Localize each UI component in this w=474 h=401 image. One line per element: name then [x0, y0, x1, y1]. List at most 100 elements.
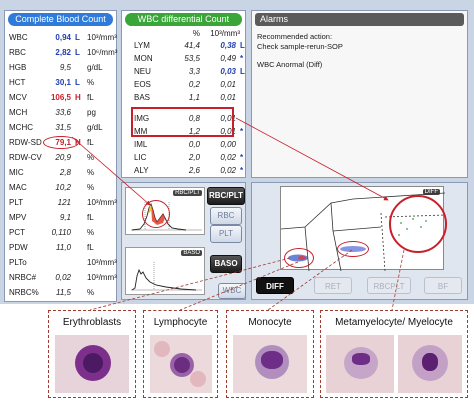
wbc-diff-abs: 0,02	[220, 153, 236, 162]
wbc-diff-flag: *	[240, 153, 244, 162]
alarm-line-3: WBC Anormal (Diff)	[257, 60, 323, 69]
wbc-diff-row: MON 53,5 0,49 *	[122, 52, 245, 65]
alarms-panel: Alarms Recommended action: Check sample-…	[251, 10, 468, 178]
lymphocyte-image	[150, 335, 212, 393]
cbc-param-name: HCT	[9, 78, 26, 87]
cbc-title: Complete Blood Count	[8, 13, 113, 26]
cbc-param-unit: 10³/mm³	[87, 273, 117, 282]
wbc-diff-flag: *	[240, 127, 244, 136]
cbc-param-unit: %	[87, 168, 95, 177]
cbc-param-name: RDW-SD	[9, 138, 42, 147]
wbc-diff-row: EOS 0,2 0,01	[122, 78, 245, 91]
baso-button[interactable]: BASO	[210, 255, 242, 273]
cbc-param-value: 9,5	[59, 63, 71, 72]
baso-hist-label: BASO	[181, 250, 202, 256]
cbc-param-unit: fL	[87, 243, 94, 252]
cbc-row: WBC 0,94 L 10³/mm³	[5, 31, 117, 44]
monocyte-image	[233, 335, 307, 393]
cbc-param-value: 2,82	[55, 48, 71, 57]
cbc-param-name: MCHC	[9, 123, 33, 132]
diff-scatter-label: DIFF	[422, 189, 440, 195]
wbc-diff-name: IML	[134, 140, 148, 149]
lym-highlight-circle	[284, 248, 314, 268]
cbc-param-flag: L	[75, 78, 80, 87]
cbc-param-value: 20,9	[55, 153, 71, 162]
wbc-diff-abs: 0,01	[220, 127, 236, 136]
wbc-button[interactable]: WBC	[218, 283, 246, 299]
wbc-diff-name: LYM	[134, 41, 150, 50]
metamyelocyte-title: Metamyelocyte/ Myelocyte	[335, 317, 453, 328]
alarm-line-2: Check sample-rerun-SOP	[257, 42, 343, 51]
wbc-diff-abs: 0,38	[220, 41, 236, 50]
wbc-diff-row: LIC 2,0 0,02 *	[122, 151, 245, 164]
wbc-diff-name: IMG	[134, 114, 150, 123]
wbc-diff-col-header: % 10³/mm³	[122, 27, 245, 40]
rdw-sd-highlight	[43, 136, 79, 149]
img-highlight-circle	[389, 195, 447, 253]
rdw-highlight-circle	[142, 200, 170, 228]
cbc-param-unit: pg	[87, 108, 96, 117]
metamyelocyte-image-1	[326, 335, 394, 393]
cbc-param-name: MCV	[9, 93, 27, 102]
wbc-diff-abs: 0,02	[220, 166, 236, 175]
cbc-row: RDW-CV 20,9%	[5, 151, 116, 164]
scattergram-panel: DIFF	[251, 182, 468, 300]
cbc-param-name: PDW	[9, 243, 28, 252]
col-abs: 10³/mm³	[210, 29, 240, 38]
monocyte-title: Monocyte	[248, 317, 292, 328]
tab-diff[interactable]: DIFF	[256, 277, 294, 294]
cbc-param-unit: %	[87, 153, 95, 162]
cbc-param-name: RDW-CV	[9, 153, 42, 162]
rbc-button[interactable]: RBC	[210, 207, 242, 225]
cbc-param-value: 121	[57, 198, 71, 207]
lymphocyte-title: Lymphocyte	[153, 317, 208, 328]
wbc-diff-row: NEU 3,3 0,03 L	[122, 65, 245, 78]
cbc-param-unit: fL	[87, 93, 94, 102]
mon-highlight-circle	[337, 241, 369, 257]
erythroblast-image	[55, 335, 129, 393]
cbc-row: HCT 30,1 L%	[5, 76, 116, 89]
cbc-param-value: 11,0	[56, 243, 71, 252]
wbc-diff-pct: 0,2	[188, 80, 200, 89]
wbc-diff-pct: 2,6	[188, 166, 200, 175]
baso-curve	[131, 262, 202, 291]
cbc-row: MAC 10,2%	[5, 181, 116, 194]
rbc-plt-button[interactable]: RBC/PLT	[207, 187, 245, 205]
cbc-param-unit: 10³/mm³	[87, 198, 117, 207]
diff-scattergram: DIFF	[280, 186, 447, 271]
tab-bf[interactable]: BF	[424, 277, 462, 294]
rbc-plt-histogram: RBC/PLT	[125, 187, 205, 235]
cbc-row: MCHC 31,5 g/dL	[5, 121, 116, 134]
cbc-param-value: 0,110	[51, 228, 71, 237]
cbc-panel: Complete Blood Count WBC 0,94 L 10³/mm³ RBC 2…	[4, 10, 117, 302]
baso-histogram: BASO	[125, 247, 205, 295]
cbc-param-value: 106,5	[50, 93, 71, 102]
cbc-row: NRBC% 11,5%	[5, 286, 116, 299]
wbc-diff-pct: 3,3	[188, 67, 200, 76]
cbc-param-value: 33,6	[55, 108, 71, 117]
cbc-param-unit: 10³/mm³	[87, 258, 117, 267]
wbc-diff-abs: 0,03	[220, 67, 236, 76]
tab-rbcplt[interactable]: RBCPLT	[367, 277, 411, 294]
alarm-line-1: Recommended action:	[257, 32, 333, 41]
cbc-row: HGB 9,5 g/dL	[5, 61, 116, 74]
cbc-row: PLT 121 10³/mm³	[5, 196, 117, 209]
wbc-diff-pct: 0,8	[188, 114, 200, 123]
cbc-param-unit: fL	[87, 213, 94, 222]
wbc-diff-abs: 0,01	[220, 93, 236, 102]
cbc-param-name: MAC	[9, 183, 27, 192]
tab-ret[interactable]: RET	[314, 277, 352, 294]
cbc-param-value: 30,1	[55, 78, 71, 87]
wbc-diff-flag: L	[240, 67, 245, 76]
wbc-diff-name: ALY	[134, 166, 149, 175]
histogram-panel: RBC/PLT BASO RBC/PLT RBC PLT BASO WBC	[121, 182, 246, 300]
cbc-row: MCH 33,6 pg	[5, 106, 116, 119]
rbc-plt-hist-label: RBC/PLT	[173, 190, 202, 196]
plt-button[interactable]: PLT	[210, 225, 242, 243]
cbc-param-flag: H	[75, 93, 81, 102]
cbc-param-value: 10,2	[55, 183, 71, 192]
cbc-param-name: MCH	[9, 108, 28, 117]
cbc-param-unit: g/dL	[87, 123, 103, 132]
wbc-diff-row: LYM 41,4 0,38 L	[122, 39, 245, 52]
cbc-param-unit: %	[87, 78, 95, 87]
